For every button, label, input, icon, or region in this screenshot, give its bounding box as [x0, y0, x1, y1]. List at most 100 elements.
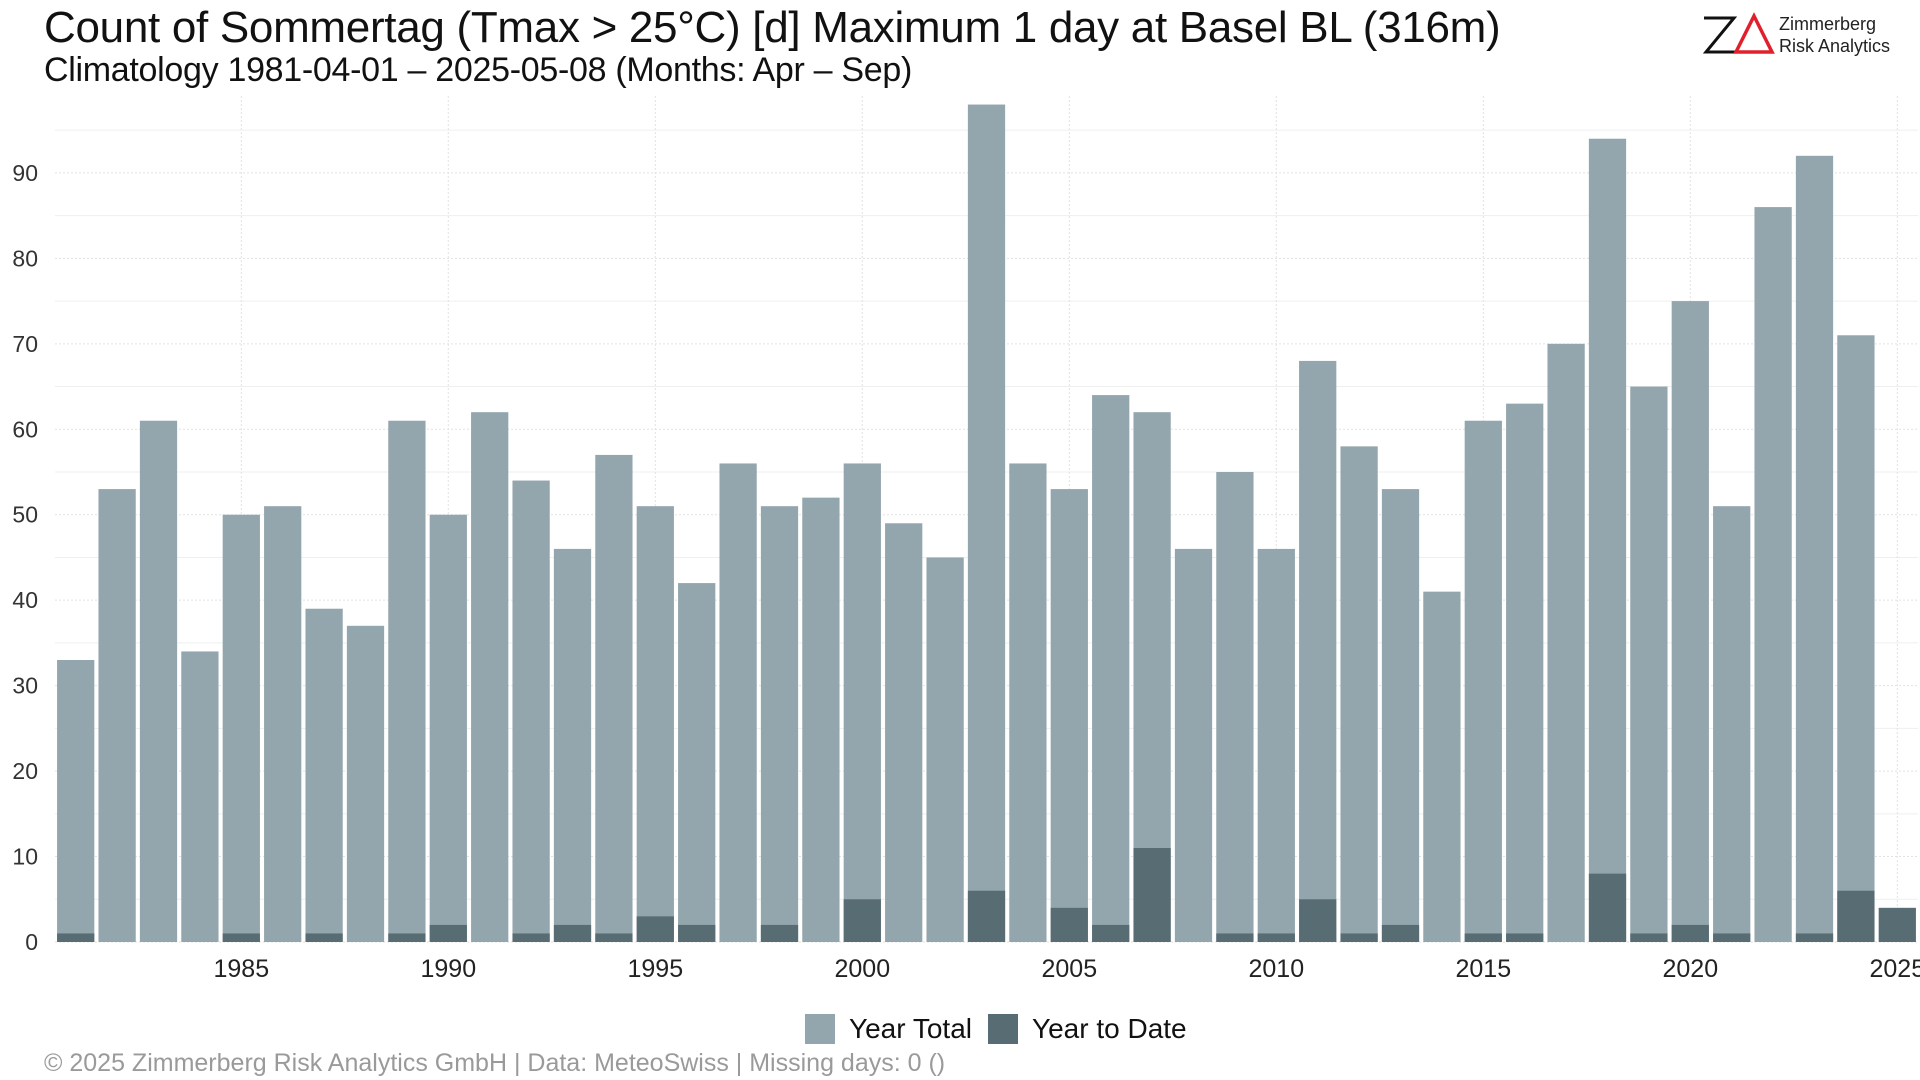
- bar-year-total: [636, 506, 674, 942]
- legend-item-year-to-date: Year to Date: [988, 1013, 1187, 1045]
- bar-year-to-date: [1381, 924, 1420, 942]
- y-tick-label: 70: [12, 331, 38, 357]
- bar-year-to-date: [222, 933, 260, 942]
- chart-subtitle: Climatology 1981-04-01 – 2025-05-08 (Mon…: [44, 51, 913, 89]
- bar-year-total: [678, 583, 716, 942]
- bar-year-total: [1506, 403, 1544, 942]
- bar-year-to-date: [1506, 933, 1544, 942]
- bar-year-total: [595, 454, 633, 942]
- y-tick-label: 0: [25, 929, 38, 955]
- bar-year-to-date: [57, 933, 95, 942]
- x-axis: 1985 1990 1995 2000 2005 2010 2015 2020 2025: [213, 955, 1920, 983]
- bar-year-total: [181, 651, 219, 942]
- bar-year-to-date: [1671, 924, 1709, 942]
- bar-year-total: [1009, 463, 1047, 942]
- y-axis: 0 10 20 30 40 50 60 70 80 90: [12, 160, 38, 955]
- bar-year-total: [1257, 548, 1295, 942]
- bar-year-to-date: [1050, 907, 1088, 942]
- bar-year-total: [471, 412, 509, 942]
- bar-year-total: [346, 625, 385, 942]
- bar-year-total: [388, 420, 426, 942]
- bar-year-to-date: [595, 933, 633, 942]
- bar-year-total: [1837, 335, 1875, 943]
- legend-label-year-total: Year Total: [849, 1013, 972, 1044]
- y-tick-label: 20: [12, 758, 38, 784]
- x-tick-label: 2010: [1248, 955, 1304, 983]
- logo-text-line1: Zimmerberg: [1779, 14, 1877, 34]
- x-tick-label: 2005: [1041, 955, 1097, 983]
- bar-year-total: [1174, 548, 1213, 942]
- y-tick-label: 90: [12, 160, 38, 186]
- bar-year-to-date: [1713, 933, 1751, 942]
- x-tick-label: 2020: [1662, 955, 1718, 983]
- bar-year-total: [1423, 591, 1461, 942]
- bar-year-total: [1588, 138, 1627, 942]
- bar-year-to-date: [388, 933, 426, 942]
- logo-mark-icon: [1702, 12, 1775, 54]
- bar-year-total: [926, 557, 964, 942]
- bar-year-total: [967, 104, 1006, 942]
- bar-year-total: [1795, 155, 1834, 942]
- bar-year-total: [512, 480, 550, 942]
- bar-year-total: [1381, 489, 1420, 942]
- bar-year-total: [1464, 420, 1502, 942]
- bar-year-to-date: [1837, 890, 1875, 942]
- bar-year-to-date: [1092, 924, 1130, 942]
- bar-year-to-date: [512, 933, 550, 942]
- bar-year-total: [719, 463, 757, 942]
- x-tick-label: 2015: [1455, 955, 1511, 983]
- bar-year-total: [1754, 207, 1792, 942]
- bar-year-to-date: [967, 890, 1006, 942]
- bar-year-total: [1092, 395, 1130, 942]
- y-tick-label: 30: [12, 673, 38, 699]
- bar-year-total: [802, 497, 840, 942]
- bar-year-total: [553, 548, 592, 942]
- bar-year-to-date: [760, 924, 799, 942]
- year-to-date-bars: [57, 848, 1916, 942]
- bar-year-total: [264, 506, 302, 942]
- bar-year-total: [760, 506, 799, 942]
- bar-year-to-date: [1588, 873, 1627, 942]
- bar-year-total: [57, 660, 95, 942]
- bar-year-to-date: [429, 924, 467, 942]
- chart-title: Count of Sommertag (Tmax > 25°C) [d] Max…: [44, 3, 1501, 52]
- bar-year-to-date: [1299, 899, 1337, 942]
- bar-year-to-date: [1795, 933, 1834, 942]
- bar-year-to-date: [1257, 933, 1295, 942]
- y-tick-label: 50: [12, 502, 38, 528]
- bar-year-to-date: [678, 924, 716, 942]
- legend-swatch-year-total: [805, 1014, 835, 1044]
- bar-year-total: [843, 463, 881, 942]
- y-tick-label: 60: [12, 416, 38, 442]
- bar-year-to-date: [553, 924, 592, 942]
- x-tick-label: 1995: [627, 955, 683, 983]
- bar-year-to-date: [1216, 933, 1254, 942]
- bar-year-to-date: [843, 899, 881, 942]
- bar-year-to-date: [1630, 933, 1668, 942]
- legend-item-year-total: Year Total: [805, 1013, 972, 1045]
- logo-text-line2: Risk Analytics: [1779, 36, 1891, 56]
- bar-year-to-date: [1340, 933, 1378, 942]
- y-tick-label: 10: [12, 844, 38, 870]
- bar-year-total: [1630, 386, 1668, 943]
- bar-year-total: [1713, 506, 1751, 942]
- x-tick-label: 1990: [420, 955, 476, 983]
- bar-year-total: [1299, 360, 1337, 943]
- bar-year-to-date: [1133, 848, 1171, 942]
- bar-year-to-date: [636, 916, 674, 942]
- bar-year-total: [1547, 343, 1585, 942]
- legend: Year Total Year to Date: [805, 1012, 1203, 1046]
- y-tick-label: 80: [12, 245, 38, 271]
- bar-year-to-date: [1878, 907, 1916, 942]
- bar-year-to-date: [305, 933, 343, 942]
- legend-label-year-to-date: Year to Date: [1032, 1013, 1187, 1044]
- bar-year-total: [1050, 489, 1088, 942]
- bar-year-total: [1671, 301, 1709, 942]
- footer-copyright: © 2025 Zimmerberg Risk Analytics GmbH | …: [44, 1049, 946, 1077]
- bar-year-total: [885, 523, 923, 942]
- year-total-bars: [57, 104, 1875, 943]
- bar-year-total: [222, 514, 260, 942]
- bar-year-total: [305, 608, 343, 942]
- y-tick-label: 40: [12, 587, 38, 613]
- bar-year-total: [1340, 446, 1378, 942]
